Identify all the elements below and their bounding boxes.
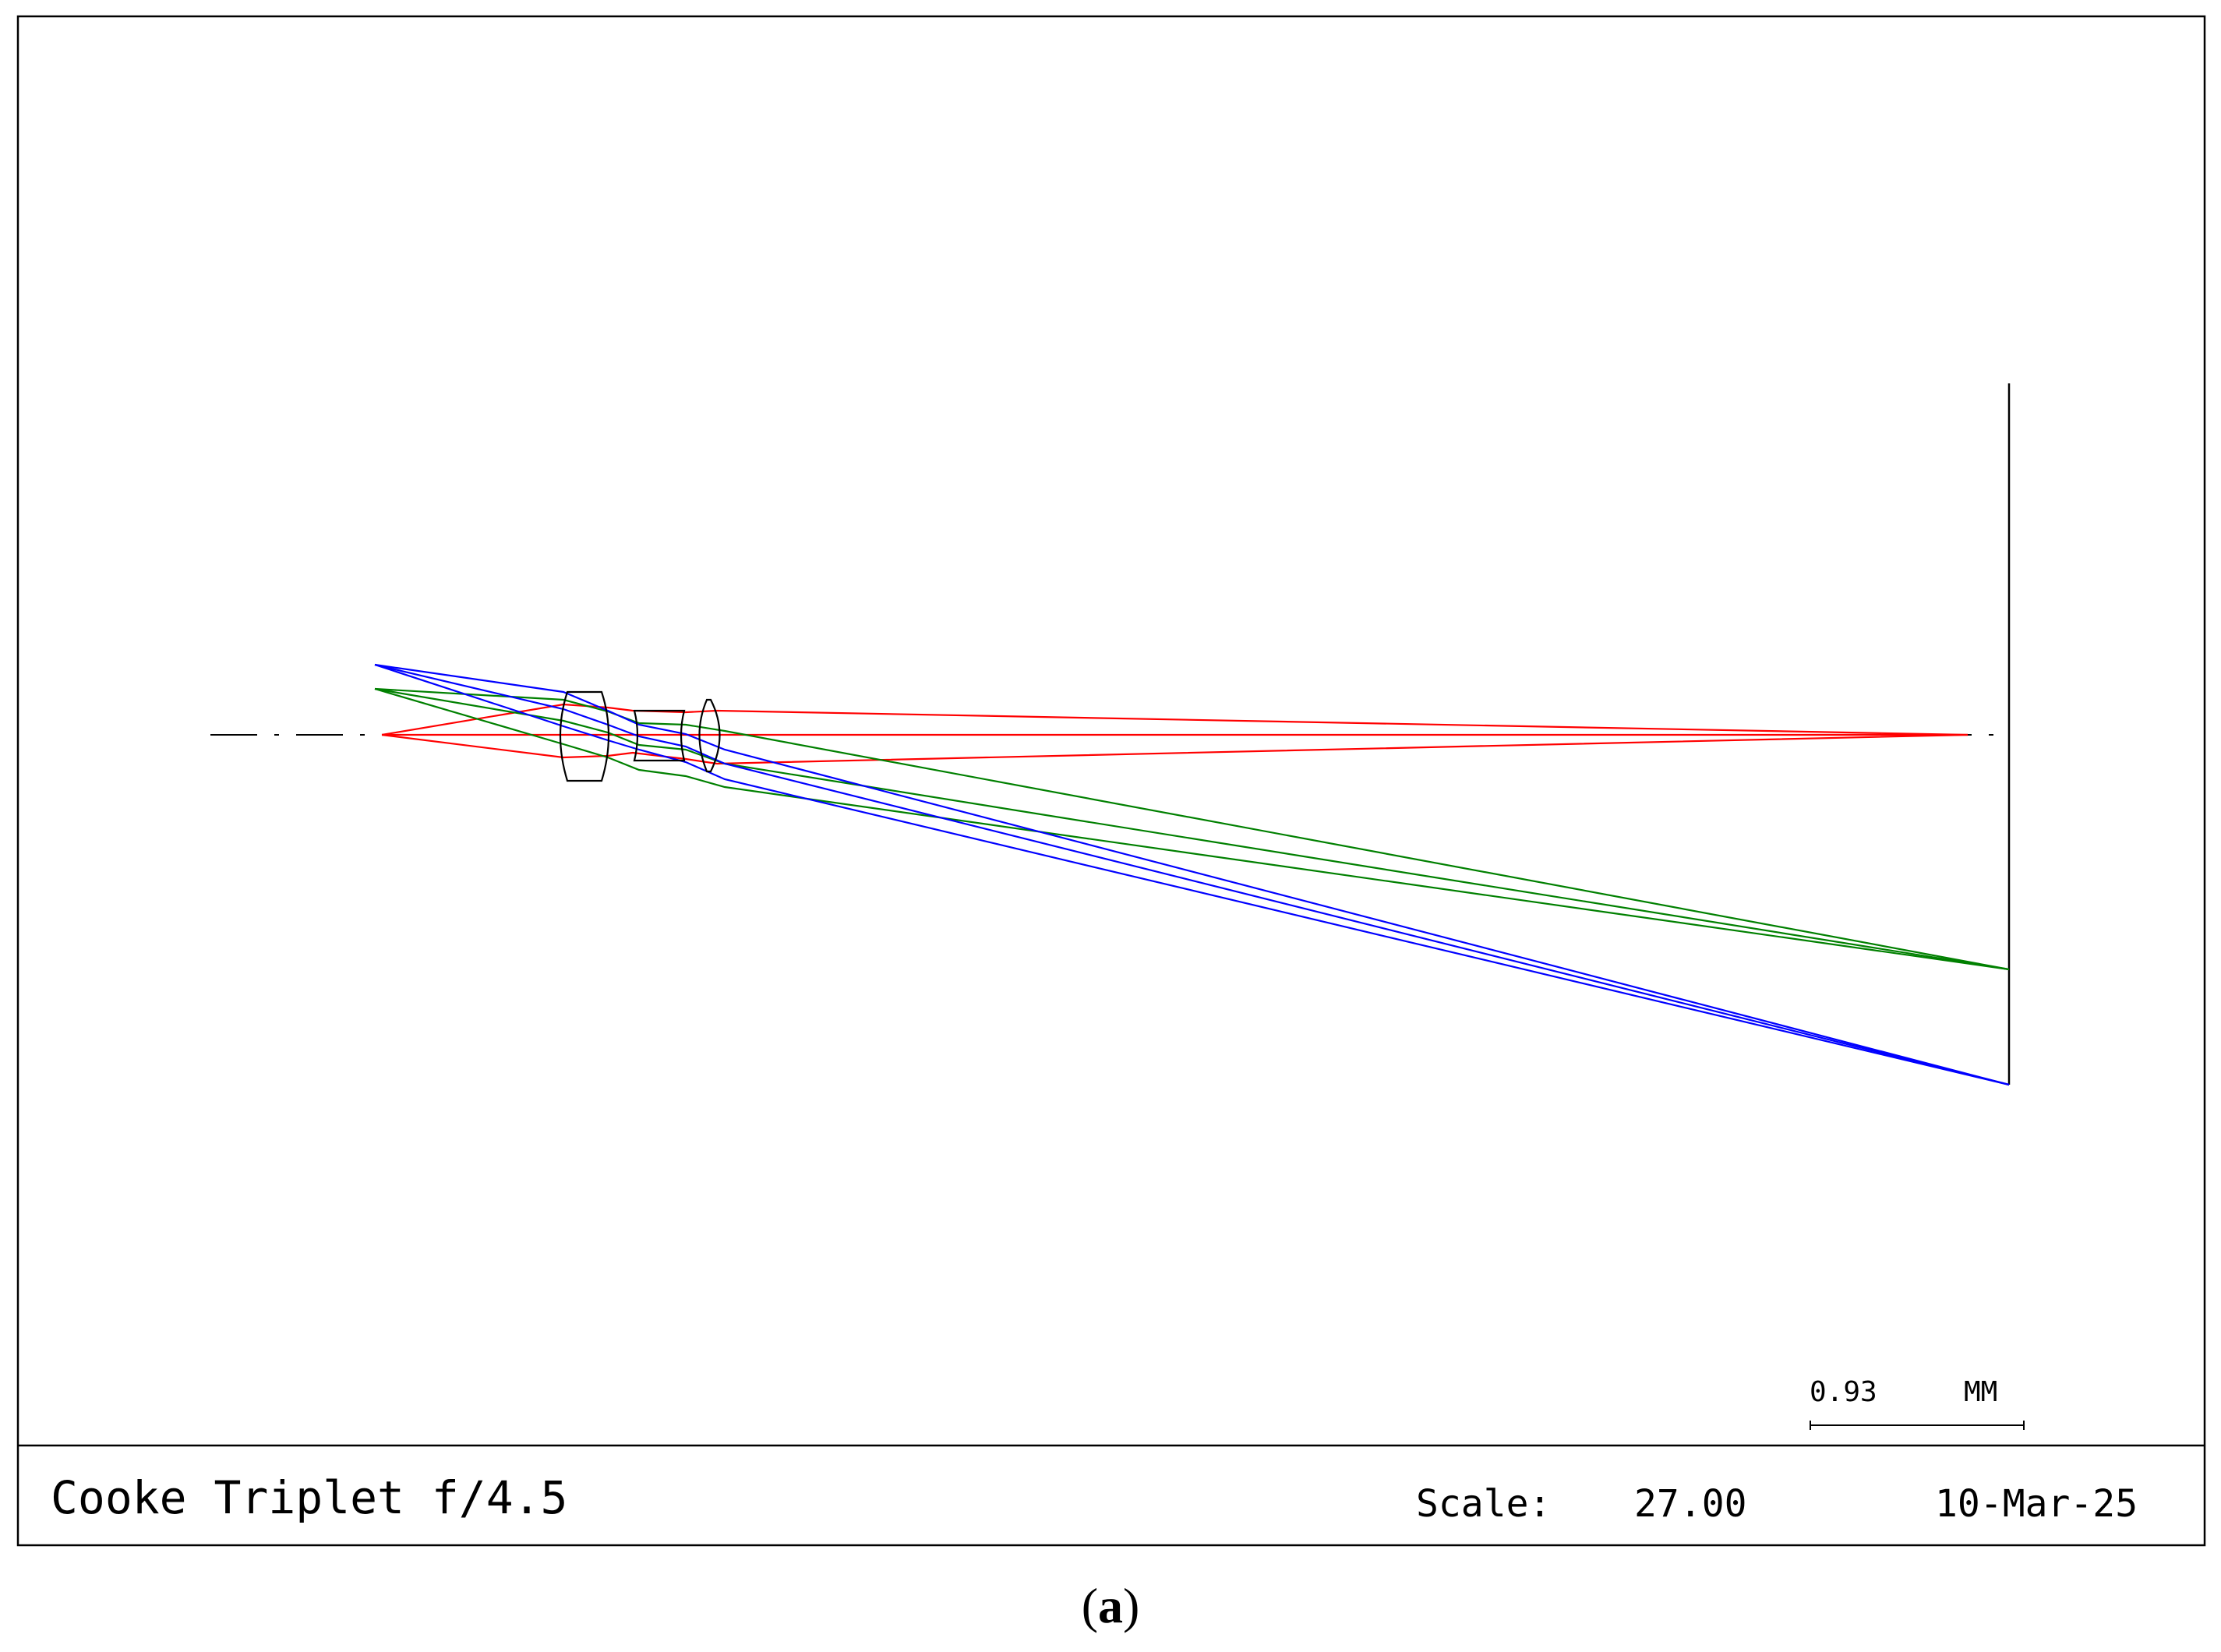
plot-date: 10-Mar-25 — [1935, 1482, 2138, 1526]
lens-elements — [559, 690, 721, 782]
scale-bar-unit: MM — [1964, 1376, 1997, 1408]
ray-axial-lower — [381, 733, 1969, 765]
lens-2-biconcave — [633, 709, 686, 762]
caption-open-paren: ( — [1082, 1578, 1098, 1633]
caption-close-paren: ) — [1123, 1578, 1139, 1633]
lens-1-biconvex — [559, 690, 610, 782]
lens-3-biconvex — [698, 698, 721, 773]
scale-label: Scale: — [1416, 1482, 1551, 1526]
ray-mid-upper — [374, 687, 2010, 971]
ray-full-upper — [374, 663, 2010, 1086]
ray-full-chief — [374, 663, 2010, 1086]
scale-value: 27.00 — [1634, 1482, 1747, 1526]
scale-bar-value: 0.93 — [1810, 1376, 1877, 1408]
rays-full-field — [374, 663, 2010, 1086]
ray-axial-upper — [381, 703, 1969, 736]
plot-frame — [16, 15, 2206, 1547]
ray-mid-lower — [374, 687, 2010, 971]
caption-letter: a — [1098, 1578, 1123, 1633]
figure-caption: (a) — [1082, 1578, 1140, 1633]
ray-full-lower — [374, 663, 2010, 1086]
scale-bar — [1810, 1421, 2025, 1430]
design-title: Cooke Triplet f/4.5 — [51, 1471, 567, 1524]
rays-axial — [381, 703, 1969, 765]
